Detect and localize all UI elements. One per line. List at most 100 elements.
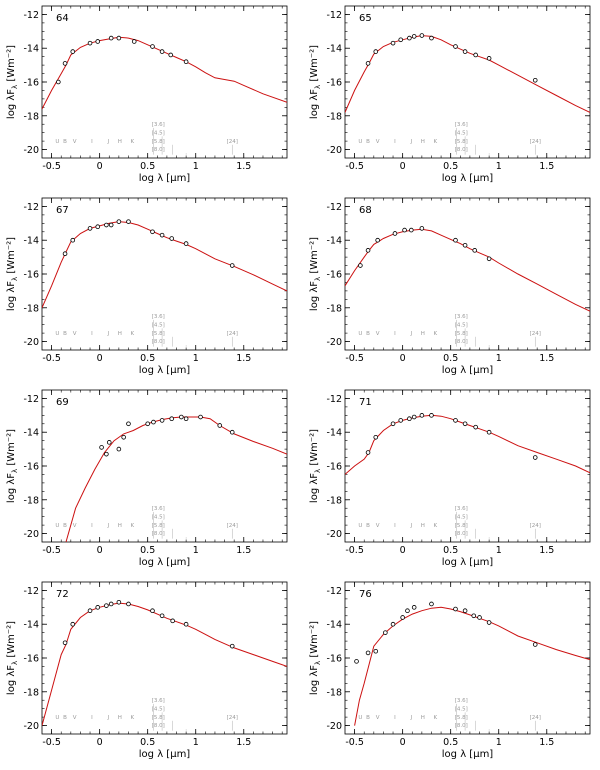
band-label-irac: [4.5]: [152, 322, 165, 328]
x-tick-label: -0.5: [42, 545, 61, 556]
photometry-point: [99, 445, 104, 450]
band-label-irac: [5.8]: [455, 715, 468, 721]
band-label-irac: [3.6]: [455, 122, 468, 128]
y-tick-label: -16: [23, 654, 39, 665]
photometry-point: [126, 601, 131, 607]
y-tick-label: -18: [326, 111, 342, 122]
photometry-point: [116, 599, 122, 605]
x-axis-label: log λ [μm]: [442, 365, 494, 376]
photometry-point: [159, 418, 165, 423]
band-label-irac: [5.8]: [455, 139, 468, 145]
panel-id-label: 64: [56, 13, 69, 24]
band-label: K: [131, 331, 135, 337]
band-label-irac: [8.0]: [152, 723, 165, 729]
photometry-point: [108, 222, 114, 228]
band-label: J: [409, 331, 412, 337]
x-tick-label: 0: [97, 545, 103, 556]
y-axis-label: log λFλ [Wm⁻²]: [6, 621, 19, 695]
photometry-point: [429, 35, 434, 41]
photometry-point: [116, 446, 122, 452]
x-tick-label: 1.5: [539, 545, 554, 556]
photometry-point: [104, 451, 109, 457]
band-label-mips: [24]: [530, 331, 541, 337]
band-label: H: [118, 331, 122, 337]
photometry-point: [108, 35, 114, 41]
photometry-point: [70, 49, 76, 54]
band-label-irac: [5.8]: [152, 139, 165, 145]
photometry-point: [429, 601, 434, 607]
photometry-point: [373, 434, 379, 440]
band-label: V: [376, 331, 380, 337]
y-tick-label: -16: [326, 270, 342, 281]
y-label-sub: λ: [11, 661, 19, 665]
photometry-point: [56, 79, 61, 85]
y-tick-label: -18: [326, 303, 342, 314]
x-tick-label: 1: [193, 545, 199, 556]
x-tick-label: 0.5: [443, 353, 458, 364]
x-axis-label: log λ [μm]: [139, 365, 191, 376]
x-axis-label: log λ [μm]: [442, 749, 494, 760]
y-tick-label: -12: [23, 394, 39, 405]
photometry-point: [126, 219, 131, 224]
y-label-unit: [Wm⁻²]: [6, 45, 17, 85]
y-label-sub: λ: [314, 469, 322, 473]
band-label: K: [131, 523, 135, 529]
photometry-point: [95, 39, 101, 44]
photometry-point: [407, 416, 412, 422]
band-label: B: [63, 331, 67, 337]
x-axis-label: log λ [μm]: [442, 557, 494, 568]
photometry-point: [486, 620, 492, 625]
band-label-mips: [24]: [530, 523, 541, 529]
y-label-main: log λF: [6, 281, 17, 311]
photometry-point: [116, 35, 122, 41]
model-sed-curve: [345, 35, 590, 113]
y-axis-label: log λFλ [Wm⁻²]: [309, 429, 322, 503]
band-label: V: [376, 139, 380, 145]
y-tick-label: -16: [326, 654, 342, 665]
band-label: K: [131, 139, 135, 145]
y-tick-label: -20: [23, 337, 39, 348]
photometry-point: [104, 222, 109, 228]
band-label-irac: [5.8]: [152, 715, 165, 721]
panel-71: -0.5 0 0.5 1 1.5 -12 -14 -16 -18 -20 log λ [μm] log…: [309, 389, 591, 568]
model-sed-curve: [345, 414, 590, 475]
panel-64: -0.5 0 0.5 1 1.5 -12 -14 -16 -18 -20 log λ [μm] log…: [6, 5, 288, 184]
x-tick-label: 1.5: [236, 545, 251, 556]
photometry-point: [473, 52, 478, 58]
x-tick-label: 1.5: [236, 737, 251, 748]
x-tick-label: 1.5: [539, 161, 554, 172]
panel-id-label: 72: [56, 589, 69, 600]
y-axis-label: log λFλ [Wm⁻²]: [6, 237, 19, 311]
y-tick-label: -18: [23, 111, 39, 122]
photometry-point: [159, 49, 165, 54]
y-tick-label: -14: [326, 620, 342, 631]
y-label-sub: λ: [314, 277, 322, 281]
y-label-unit: [Wm⁻²]: [309, 45, 320, 85]
x-tick-label: 0.5: [443, 161, 458, 172]
band-label-irac: [8.0]: [455, 531, 468, 537]
photometry-point: [108, 601, 114, 607]
y-tick-label: -20: [23, 145, 39, 156]
panel-id-label: 68: [359, 205, 372, 216]
photometry-point: [169, 236, 175, 241]
x-tick-label: 0: [400, 161, 406, 172]
photometry-point: [453, 44, 458, 49]
panel-76: -0.5 0 0.5 1 1.5 -12 -14 -16 -18 -20 log λ [μm] log…: [309, 581, 591, 760]
band-label: H: [421, 715, 425, 721]
y-tick-label: -12: [23, 10, 39, 21]
y-label-main: log λF: [309, 89, 320, 119]
photometry-point: [419, 413, 425, 418]
band-label: U: [55, 523, 59, 529]
band-label: J: [409, 139, 412, 145]
x-tick-label: 0.5: [140, 161, 155, 172]
photometry-point: [383, 630, 388, 635]
band-label: I: [91, 523, 93, 529]
photometry-point: [183, 621, 189, 627]
photometry-point: [104, 603, 109, 608]
x-tick-label: 1.5: [236, 161, 251, 172]
photometry-point: [477, 615, 482, 620]
band-label-irac: [5.8]: [152, 523, 165, 529]
x-tick-label: 1.5: [236, 353, 251, 364]
photometry-point: [472, 248, 478, 253]
band-label-irac: [8.0]: [455, 723, 468, 729]
